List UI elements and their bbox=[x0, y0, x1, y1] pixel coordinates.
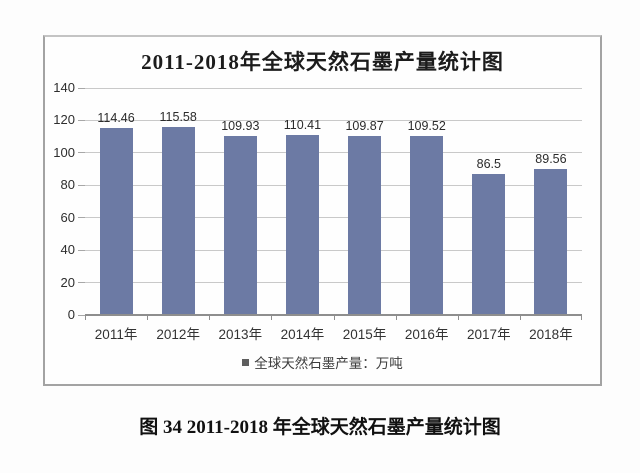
x-tick-label: 2011年 bbox=[94, 327, 138, 342]
x-axis-tick bbox=[271, 315, 273, 320]
y-tick-label: 140 bbox=[53, 80, 75, 95]
x-axis-tick bbox=[581, 315, 582, 320]
y-tick-label: 40 bbox=[60, 242, 75, 258]
bar-2017年 bbox=[472, 173, 506, 314]
gridline bbox=[85, 249, 582, 251]
bar-2013年 bbox=[223, 135, 257, 314]
x-tick-label: 2018年 bbox=[529, 327, 573, 342]
bar-value-label: 109.52 bbox=[407, 119, 446, 134]
x-tick-label: 2014年 bbox=[280, 327, 325, 342]
y-axis-tick bbox=[78, 119, 85, 121]
x-axis-tick bbox=[209, 315, 211, 320]
x-tick-label: 2016年 bbox=[404, 327, 449, 342]
bar-value-label: 89.56 bbox=[535, 151, 567, 166]
chart-frame: 2011-2018年全球天然石墨产量统计图 0 20 40 60 80 100 120 140… bbox=[43, 35, 602, 386]
x-axis-tick bbox=[395, 315, 397, 320]
gridline bbox=[85, 184, 582, 186]
gridline bbox=[85, 87, 582, 89]
gridline bbox=[85, 119, 582, 121]
gridline bbox=[85, 152, 582, 154]
gridline bbox=[85, 282, 582, 284]
y-axis-tick bbox=[78, 87, 85, 89]
legend-marker-icon bbox=[242, 358, 250, 366]
bar-2011年 bbox=[99, 128, 133, 314]
bar-value-label: 110.41 bbox=[283, 117, 322, 132]
bar-value-label: 86.5 bbox=[476, 156, 501, 171]
x-axis-tick bbox=[457, 315, 459, 320]
y-axis-tick bbox=[78, 282, 85, 284]
x-axis-tick bbox=[519, 315, 521, 320]
bar-value-label: 109.87 bbox=[345, 118, 384, 133]
y-tick-label: 0 bbox=[67, 307, 75, 322]
legend: 全球天然石墨产量：万吨 bbox=[45, 352, 600, 372]
y-axis-tick bbox=[78, 152, 85, 154]
y-tick-label: 120 bbox=[53, 112, 75, 128]
y-axis-tick bbox=[78, 314, 85, 316]
x-tick-label: 2013年 bbox=[218, 327, 263, 342]
y-axis-tick bbox=[78, 184, 85, 186]
legend-label: 全球天然石墨产量：万吨 bbox=[254, 356, 403, 371]
bar-2015年 bbox=[348, 135, 382, 314]
chart-title: 2011-2018年全球天然石墨产量统计图 bbox=[141, 50, 504, 74]
plot-area: 0 20 40 60 80 100 120 140 114.46 2011年 115.58 2012年… bbox=[53, 80, 582, 342]
gridline bbox=[85, 217, 582, 219]
x-tick-label: 2012年 bbox=[156, 327, 200, 342]
y-tick-label: 80 bbox=[60, 177, 75, 193]
x-axis-tick bbox=[147, 315, 149, 320]
x-tick-label: 2017年 bbox=[467, 327, 511, 342]
bar-value-label: 115.58 bbox=[159, 109, 197, 124]
figure-caption: 图 34 2011-2018 年全球天然石墨产量统计图 bbox=[139, 417, 501, 438]
y-tick-label: 60 bbox=[60, 209, 75, 225]
y-axis-tick bbox=[78, 249, 85, 251]
y-axis-tick bbox=[78, 217, 85, 219]
bar-2012年 bbox=[161, 126, 195, 314]
x-axis-tick bbox=[333, 315, 335, 320]
bar-2016年 bbox=[410, 136, 444, 314]
bar-value-label: 109.93 bbox=[221, 118, 260, 133]
bar-value-label: 114.46 bbox=[97, 111, 135, 126]
x-tick-label: 2015年 bbox=[342, 327, 387, 342]
y-tick-label: 20 bbox=[60, 274, 75, 290]
y-tick-label: 100 bbox=[53, 144, 75, 160]
bar-2018年 bbox=[534, 168, 568, 314]
bar-2014年 bbox=[285, 134, 319, 314]
x-axis-tick bbox=[85, 315, 86, 320]
